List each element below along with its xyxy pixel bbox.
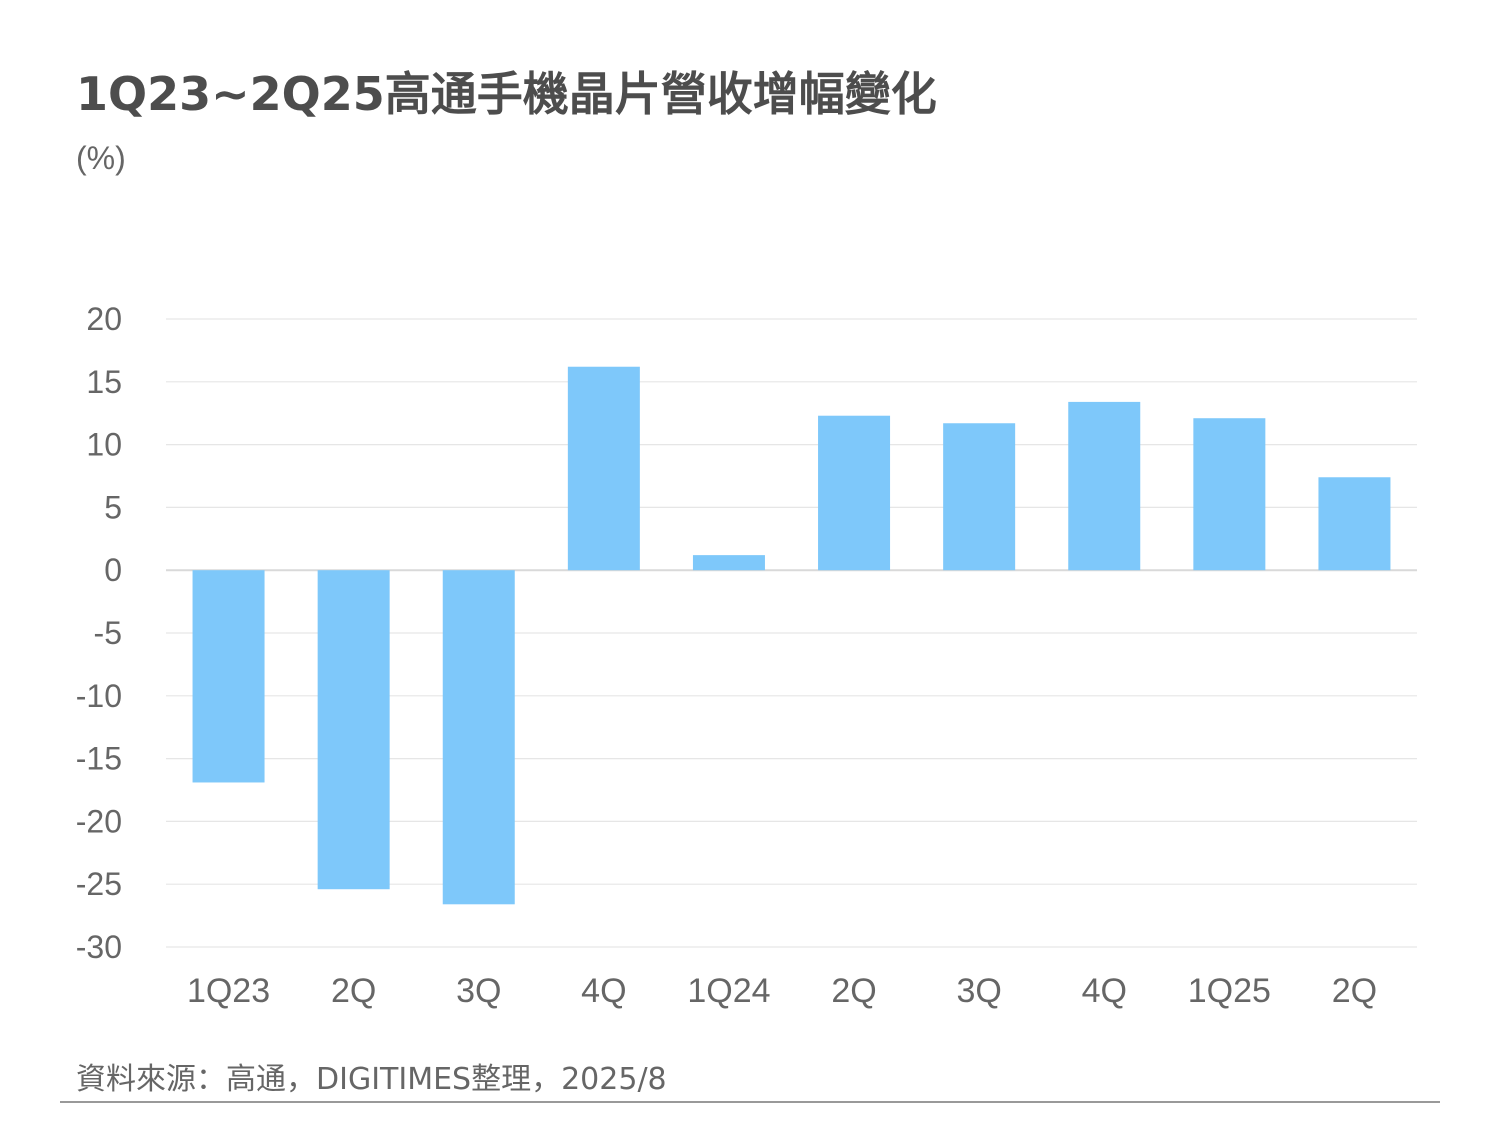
y-tick-label: 5 xyxy=(104,489,122,525)
y-tick-label: -20 xyxy=(76,803,122,839)
bar-chart: 20 15 10 5 0 -5 -10 -15 -20 -25 -30 1Q23 2Q 3Q 4Q 1Q24… xyxy=(76,301,1417,1010)
bar-4 xyxy=(567,366,640,571)
bar-10 xyxy=(1318,477,1391,571)
x-tick-label: 4Q xyxy=(581,972,626,1010)
bar-5 xyxy=(692,555,765,571)
x-axis-ticks: 1Q23 2Q 3Q 4Q 1Q24 2Q 3Q 4Q 1Q25 2Q xyxy=(187,972,1377,1010)
y-tick-label: -15 xyxy=(76,741,122,777)
x-tick-label: 4Q xyxy=(1082,972,1127,1010)
bar-8 xyxy=(1068,401,1141,571)
y-axis-unit-label: (%) xyxy=(76,140,126,176)
bar-9 xyxy=(1193,418,1266,571)
y-tick-label: 10 xyxy=(86,427,122,463)
y-tick-label: -5 xyxy=(94,615,122,651)
y-tick-label: 0 xyxy=(104,552,122,588)
x-tick-label: 2Q xyxy=(1332,972,1377,1010)
bars xyxy=(192,366,1391,905)
chart-title: 1Q23~2Q25高通手機晶片營收增幅變化 xyxy=(76,67,937,121)
bar-6 xyxy=(818,415,891,571)
x-tick-label: 1Q23 xyxy=(187,972,270,1010)
x-tick-label: 3Q xyxy=(456,972,501,1010)
y-tick-label: -30 xyxy=(76,929,122,965)
y-tick-label: 15 xyxy=(86,364,122,400)
y-axis-ticks: 20 15 10 5 0 -5 -10 -15 -20 -25 -30 xyxy=(76,301,122,965)
x-tick-label: 2Q xyxy=(331,972,376,1010)
bar-7 xyxy=(943,423,1016,571)
x-tick-label: 1Q25 xyxy=(1188,972,1271,1010)
x-tick-label: 3Q xyxy=(956,972,1001,1010)
x-tick-label: 1Q24 xyxy=(687,972,770,1010)
y-tick-label: -10 xyxy=(76,678,122,714)
x-tick-label: 2Q xyxy=(831,972,876,1010)
bottom-divider xyxy=(60,1101,1440,1103)
source-note: 資料來源：高通，DIGITIMES整理，2025/8 xyxy=(76,1062,667,1097)
bar-1 xyxy=(192,570,265,783)
bar-3 xyxy=(442,570,515,905)
y-tick-label: 20 xyxy=(86,301,122,337)
y-tick-label: -25 xyxy=(76,866,122,902)
bar-2 xyxy=(317,570,390,890)
